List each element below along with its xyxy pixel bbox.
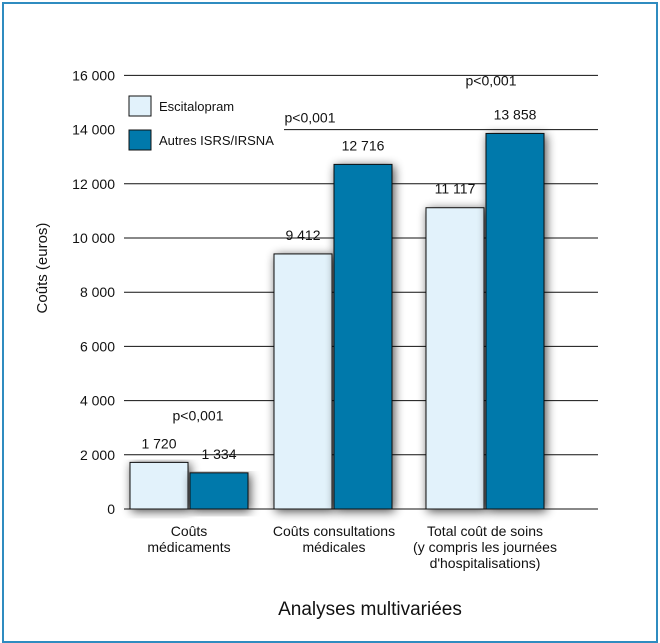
data-label: 11 117 — [435, 181, 476, 197]
category-label: Coûts consultations médicales — [273, 523, 395, 555]
category-labels: Coûts médicaments Coûts consultations médic… — [147, 523, 557, 571]
bar-autres-isrs-irsna — [189, 472, 249, 510]
y-tick-label: 2 000 — [80, 447, 115, 463]
p-value-annotation: p<0,001 — [466, 72, 517, 88]
category-label: Coûts médicaments — [147, 523, 230, 555]
annotations: 1 720 9 412 11 117 1 334 12 716 13 858 p<0,001… — [141, 72, 536, 461]
y-tick-label: 16 000 — [72, 67, 115, 83]
y-tick-label: 4 000 — [80, 393, 115, 409]
y-tick-label: 10 000 — [72, 230, 115, 246]
bar-escitalopram — [129, 461, 189, 510]
legend-swatch — [128, 95, 152, 117]
bar-autres-isrs-irsna — [485, 132, 545, 510]
legend-label: Autres ISRS/IRSNA — [159, 133, 274, 148]
bar-escitalopram — [425, 207, 485, 510]
y-axis-label: Coûts (euros) — [34, 223, 51, 314]
y-tick-label: 6 000 — [80, 338, 115, 354]
x-axis-title: Analyses multivariées — [278, 599, 462, 620]
legend-label: Escitalopram — [159, 99, 234, 114]
category-label: Total coût de soins (y compris les journé… — [413, 523, 557, 571]
p-value-annotation: p<0,001 — [285, 109, 336, 125]
data-label: 12 716 — [342, 137, 385, 153]
data-label: 1 334 — [201, 446, 236, 462]
y-tick-label: 0 — [107, 501, 115, 517]
y-tick-label: 12 000 — [72, 176, 115, 192]
y-tick-labels: 0 2 000 4 000 6 000 8 000 10 000 12 000 14 000 1… — [72, 67, 115, 517]
y-tick-label: 14 000 — [72, 122, 115, 138]
data-label: 13 858 — [494, 106, 537, 122]
bar-chart: 0 2 000 4 000 6 000 8 000 10 000 12 000 14 000 1… — [34, 67, 598, 620]
bar-escitalopram — [273, 253, 333, 510]
bars — [129, 132, 545, 510]
bar-autres-isrs-irsna — [333, 163, 393, 510]
data-label: 9 412 — [285, 227, 320, 243]
legend-swatch — [128, 129, 152, 151]
y-tick-label: 8 000 — [80, 284, 115, 300]
p-value-annotation: p<0,001 — [173, 407, 224, 423]
data-label: 1 720 — [141, 435, 176, 451]
legend: Escitalopram Autres ISRS/IRSNA — [122, 88, 284, 162]
